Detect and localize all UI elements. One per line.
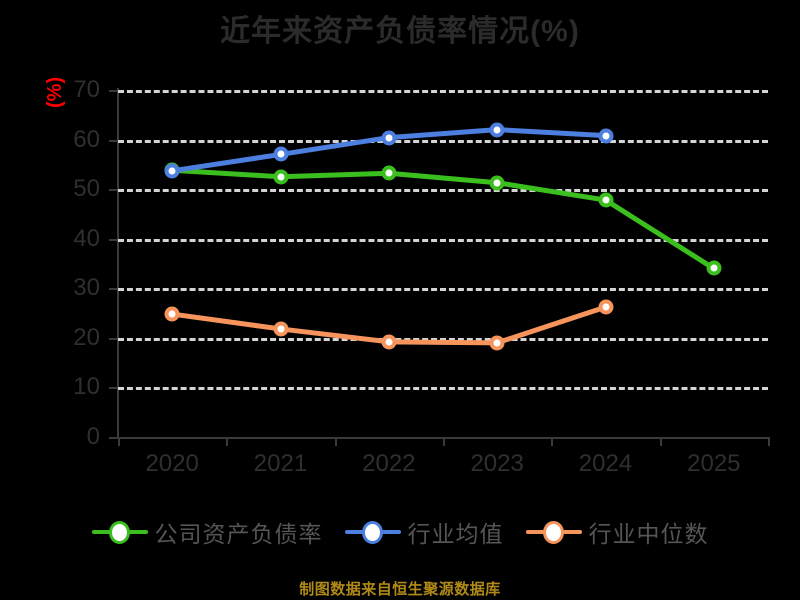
legend-item-0[interactable]: 公司资产负债率 xyxy=(91,515,323,549)
legend-marker-icon xyxy=(91,520,148,544)
y-axis-tick-label: 40 xyxy=(73,224,100,252)
legend-label: 行业中位数 xyxy=(588,521,709,547)
y-axis-tick-label: 50 xyxy=(73,175,100,203)
y-axis-tick-label: 30 xyxy=(73,274,100,302)
x-axis-tick xyxy=(226,437,229,446)
x-axis-tick xyxy=(443,437,445,446)
y-axis-tick xyxy=(109,288,118,291)
y-axis-tick xyxy=(109,90,118,92)
data-point-marker xyxy=(381,165,397,181)
data-point-marker xyxy=(273,169,288,185)
gridline xyxy=(118,337,768,341)
y-axis-tick-label: 70 xyxy=(73,76,100,103)
x-axis-tick xyxy=(551,437,554,446)
gridline xyxy=(118,288,768,292)
gridline xyxy=(118,189,768,193)
series-line xyxy=(169,167,717,271)
data-point-marker xyxy=(164,306,180,322)
series-lines xyxy=(169,127,717,346)
x-axis-tick xyxy=(768,437,770,446)
data-point-marker xyxy=(273,321,288,337)
x-axis-tick-label: 2020 xyxy=(145,450,199,477)
y-axis-tick-label: 0 xyxy=(86,423,100,450)
y-axis-tick xyxy=(109,238,118,241)
gridline xyxy=(118,387,768,391)
gridline xyxy=(118,139,768,143)
plot-area xyxy=(118,90,768,437)
y-axis-tick-labels: 0 10 20 30 40 50 60 70 xyxy=(0,0,104,600)
y-axis-tick-label: 10 xyxy=(73,373,100,401)
data-point-marker xyxy=(273,146,288,162)
x-axis-tick-label: 2023 xyxy=(470,450,524,477)
gridline xyxy=(118,90,768,93)
chart-title: 近年来资产负债率情况(%) xyxy=(220,15,580,48)
legend-label: 公司资产负债率 xyxy=(154,521,323,547)
data-point-marker xyxy=(489,122,505,138)
x-axis-tick-label: 2024 xyxy=(578,450,633,477)
data-point-marker xyxy=(598,299,613,315)
data-point-marker xyxy=(598,128,613,144)
y-axis-line xyxy=(117,88,119,439)
data-point-marker xyxy=(706,260,722,276)
data-point-marker xyxy=(164,163,180,179)
data-point-marker xyxy=(489,335,505,351)
legend-marker-icon xyxy=(525,520,582,544)
y-axis-tick xyxy=(109,387,118,390)
x-axis-tick xyxy=(659,437,662,446)
chart-legend: 公司资产负债率 行业均值 行业中位数 xyxy=(0,515,800,549)
x-axis-tick-label: 2022 xyxy=(362,450,416,477)
y-axis-tick xyxy=(109,139,118,142)
legend-label: 行业均值 xyxy=(407,521,504,547)
source-note: 制图数据来自恒生聚源数据库 xyxy=(299,581,501,598)
x-axis-tick xyxy=(118,437,120,446)
y-axis-tick-label: 60 xyxy=(73,125,100,153)
data-point-marker xyxy=(598,192,613,208)
legend-marker-icon xyxy=(344,520,401,544)
y-axis-tick xyxy=(109,337,118,340)
x-axis-tick-label: 2021 xyxy=(253,450,308,477)
y-axis-tick xyxy=(109,437,118,439)
x-axis-tick xyxy=(334,437,337,446)
gridline xyxy=(118,238,768,242)
data-point-marker xyxy=(489,175,505,191)
data-point-marker xyxy=(381,334,397,350)
legend-item-1[interactable]: 行业均值 xyxy=(344,515,504,549)
y-axis-tick-label: 20 xyxy=(73,323,100,351)
x-axis-tick-label: 2025 xyxy=(687,450,741,477)
y-axis-tick xyxy=(109,189,118,192)
data-point-marker xyxy=(381,130,397,146)
legend-item-2[interactable]: 行业中位数 xyxy=(525,515,709,549)
